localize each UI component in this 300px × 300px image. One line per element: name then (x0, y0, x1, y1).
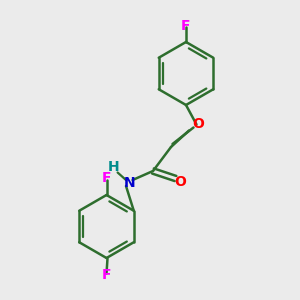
Text: O: O (192, 118, 204, 131)
Text: F: F (102, 268, 111, 282)
Text: O: O (174, 175, 186, 188)
Text: F: F (102, 172, 111, 185)
Text: H: H (108, 160, 119, 174)
Text: F: F (181, 19, 191, 32)
Text: N: N (124, 176, 135, 190)
